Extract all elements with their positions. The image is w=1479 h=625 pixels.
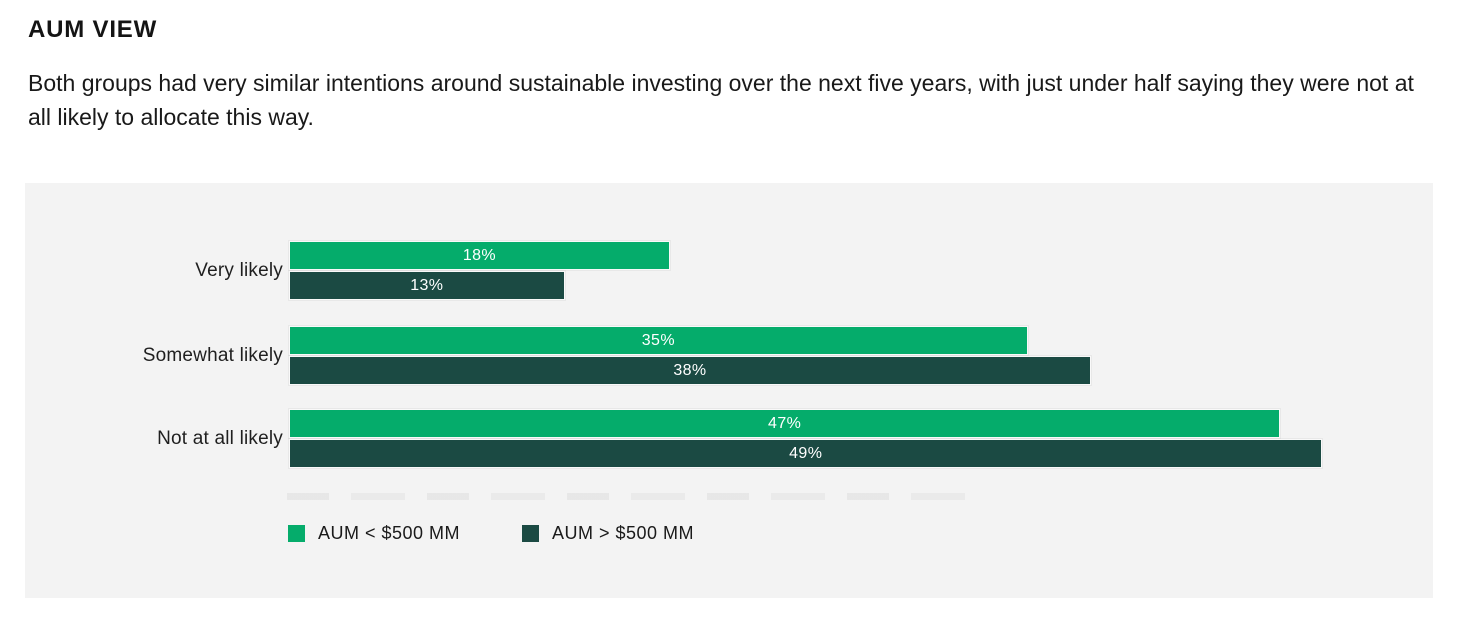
page-title: AUM VIEW — [28, 16, 158, 43]
legend-swatch-icon — [522, 525, 539, 542]
page-description: Both groups had very similar intentions … — [28, 70, 1414, 130]
chart-legend: AUM < $500 MM AUM > $500 MM — [25, 523, 1433, 547]
bar-value-label: 13% — [410, 276, 444, 294]
legend-label: AUM < $500 MM — [318, 523, 461, 543]
bar-aum-over-500mm: 13% — [290, 272, 564, 299]
chart-row-not-at-all-likely: Not at all likely 47% 49% — [25, 410, 1433, 467]
bar-aum-over-500mm: 38% — [290, 357, 1090, 384]
bar-value-label: 38% — [673, 361, 707, 379]
chart-panel: Very likely 18% 13% Somewhat likely 35% … — [25, 183, 1433, 598]
bar-value-label: 35% — [641, 331, 675, 349]
bar-pair: 18% 13% — [290, 242, 669, 302]
faded-footnote-text — [287, 493, 987, 500]
chart-row-very-likely: Very likely 18% 13% — [25, 242, 1433, 299]
legend-swatch-icon — [288, 525, 305, 542]
bar-pair: 47% 49% — [290, 410, 1322, 470]
legend-label: AUM > $500 MM — [552, 523, 695, 543]
chart-row-somewhat-likely: Somewhat likely 35% 38% — [25, 327, 1433, 384]
bar-aum-under-500mm: 35% — [290, 327, 1027, 354]
bar-aum-under-500mm: 18% — [290, 242, 669, 269]
category-label: Not at all likely — [157, 427, 283, 449]
legend-item-aum-over-500mm: AUM > $500 MM — [522, 523, 694, 544]
bar-aum-under-500mm: 47% — [290, 410, 1280, 437]
legend-item-aum-under-500mm: AUM < $500 MM — [288, 523, 460, 544]
category-label: Very likely — [195, 259, 283, 281]
bar-value-label: 47% — [768, 414, 802, 432]
bar-value-label: 49% — [789, 444, 823, 462]
bar-pair: 35% 38% — [290, 327, 1090, 387]
category-label: Somewhat likely — [142, 344, 283, 366]
bar-value-label: 18% — [462, 246, 497, 264]
bar-aum-over-500mm: 49% — [290, 440, 1322, 467]
